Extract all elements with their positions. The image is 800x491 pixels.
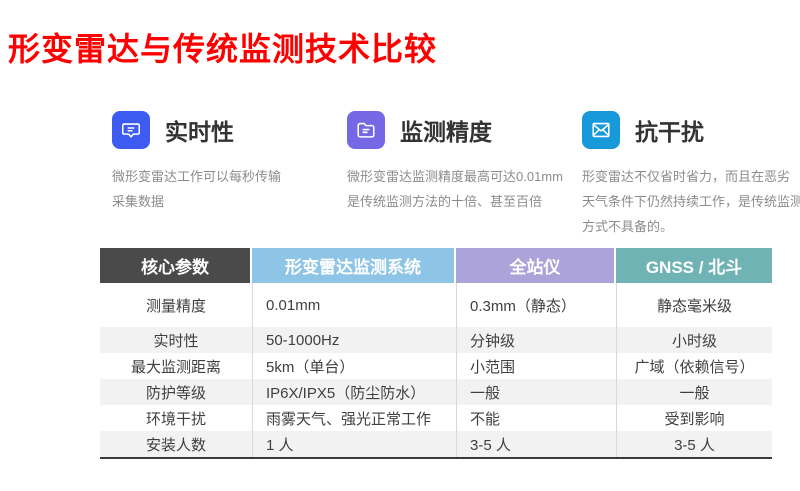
table-row: 环境干扰 雨雾天气、强光正常工作 不能 受到影响	[100, 405, 772, 431]
row-gnss-value: 广域（依赖信号）	[616, 353, 772, 379]
row-total-station-value: 分钟级	[456, 327, 616, 353]
row-radar-value: 0.01mm	[252, 283, 456, 327]
row-total-station-value: 一般	[456, 379, 616, 405]
row-param: 测量精度	[145, 297, 206, 315]
feature-accuracy-header: 监测精度	[347, 110, 582, 150]
row-total-station-value: 小范围	[456, 353, 616, 379]
envelope-icon	[582, 111, 620, 149]
table-row: 测量精度 0.01mm 0.3mm（静态） 静态毫米级	[100, 283, 772, 327]
row-radar-value: 1 人	[252, 431, 456, 457]
row-radar-value: 50-1000Hz	[252, 327, 456, 353]
table-header-row: 核心参数 形变雷达监测系统 全站仪 GNSS / 北斗	[100, 248, 772, 283]
row-gnss-value: 一般	[616, 379, 772, 405]
header-core-params: 核心参数	[100, 248, 252, 283]
row-param: 实时性	[153, 332, 199, 350]
feature-accuracy-title: 监测精度	[400, 119, 492, 145]
row-radar-value: 雨雾天气、强光正常工作	[252, 405, 456, 431]
feature-realtime-desc: 微形变雷达工作可以每秒传输 采集数据	[112, 169, 282, 209]
row-radar-value: 5km（单台）	[252, 353, 456, 379]
row-total-station-value: 不能	[456, 405, 616, 431]
table-row: 实时性 50-1000Hz 分钟级 小时级	[100, 327, 772, 353]
table-row: 最大监测距离 5km（单台） 小范围 广域（依赖信号）	[100, 353, 772, 379]
feature-section: 实时性 微形变雷达工作可以每秒传输 采集数据 监测精度 微形变雷达监测精度最高可…	[112, 110, 800, 239]
comment-icon	[112, 111, 150, 149]
row-gnss-value: 静态毫米级	[616, 283, 772, 327]
row-param: 环境干扰	[145, 410, 206, 428]
row-gnss-value: 受到影响	[616, 405, 772, 431]
page-title: 形变雷达与传统监测技术比较	[8, 31, 438, 67]
feature-antijam-header: 抗干扰	[582, 110, 800, 150]
header-radar-system: 形变雷达监测系统	[252, 248, 456, 283]
feature-accuracy-desc: 微形变雷达监测精度最高可达0.01mm 是传统监测方法的十倍、甚至百倍	[347, 169, 563, 209]
row-param: 防护等级	[145, 384, 206, 402]
row-radar-value: IP6X/IPX5（防尘防水）	[252, 379, 456, 405]
feature-antijam-desc: 形变雷达不仅省时省力，而且在恶劣 天气条件下仍然持续工作，是传统监测 方式不具备…	[582, 169, 800, 234]
table-row: 防护等级 IP6X/IPX5（防尘防水） 一般 一般	[100, 379, 772, 405]
header-total-station: 全站仪	[456, 248, 616, 283]
feature-antijam-title: 抗干扰	[635, 119, 704, 145]
row-total-station-value: 3-5 人	[456, 431, 616, 457]
feature-realtime: 实时性 微形变雷达工作可以每秒传输 采集数据	[112, 110, 347, 239]
table-row: 安装人数 1 人 3-5 人 3-5 人	[100, 431, 772, 457]
feature-antijam: 抗干扰 形变雷达不仅省时省力，而且在恶劣 天气条件下仍然持续工作，是传统监测 方…	[582, 110, 800, 239]
row-gnss-value: 小时级	[616, 327, 772, 353]
feature-accuracy: 监测精度 微形变雷达监测精度最高可达0.01mm 是传统监测方法的十倍、甚至百倍	[347, 110, 582, 239]
folder-icon	[347, 111, 385, 149]
feature-realtime-title: 实时性	[165, 119, 234, 145]
comparison-table: 核心参数 形变雷达监测系统 全站仪 GNSS / 北斗 测量精度 0.01mm …	[100, 248, 772, 459]
row-param: 最大监测距离	[130, 358, 221, 376]
header-gnss: GNSS / 北斗	[616, 248, 772, 283]
row-total-station-value: 0.3mm（静态）	[456, 283, 616, 327]
feature-realtime-header: 实时性	[112, 110, 347, 150]
row-gnss-value: 3-5 人	[616, 431, 772, 457]
row-param: 安装人数	[145, 436, 206, 454]
